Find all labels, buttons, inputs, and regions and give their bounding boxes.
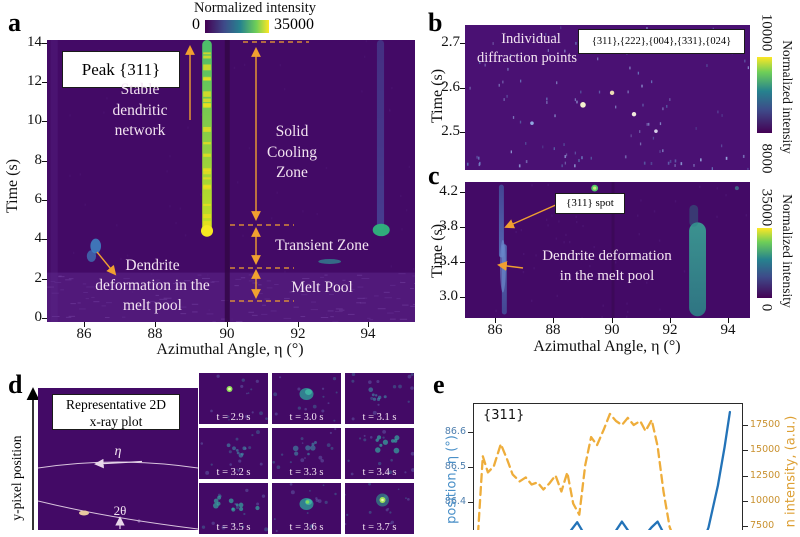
dendrite-line1: Dendrite (75, 256, 230, 276)
tile-time-label: t = 3.7 s (345, 522, 414, 533)
tile-time-label: t = 3.6 s (272, 522, 341, 533)
colorbar-a (205, 20, 269, 33)
xray-tile: t = 3.7 s (345, 483, 414, 534)
a-xtick: 86 (69, 326, 99, 343)
c-xtick: 88 (538, 322, 568, 339)
e-peak-label: {311} (483, 408, 524, 423)
e-right-tickmark (743, 526, 748, 527)
a-ytick: 10 (18, 112, 42, 129)
stable-line2: dendritic (80, 101, 200, 122)
panel-label-a: a (8, 10, 21, 36)
a-ytick: 6 (18, 191, 42, 208)
d-box-line2: x-ray plot (53, 413, 179, 430)
tile-time-label: t = 2.9 s (199, 412, 268, 423)
c-ann-line1: Dendrite deformation (517, 246, 697, 266)
panel-label-d: d (8, 372, 22, 398)
eta-symbol-label: η (107, 444, 129, 460)
solid-line1: Solid (242, 122, 342, 143)
a-ytick: 4 (18, 230, 42, 247)
xray-tile: t = 3.3 s (272, 428, 341, 479)
tile-time-label: t = 3.5 s (199, 522, 268, 533)
d-box-line1: Representative 2D (53, 396, 179, 413)
melt-pool-annotation: Melt Pool (277, 279, 367, 297)
e-right-tickmark (743, 450, 748, 451)
c-xtick: 92 (655, 322, 685, 339)
dendrite-deformation-annotation-c: Dendrite deformation in the melt pool (517, 246, 697, 286)
e-right-tickmark (743, 476, 748, 477)
individual-annotation-line2: diffraction points (467, 50, 587, 67)
individual-annotation-line1: Individual (481, 31, 581, 48)
colorbar-b (757, 57, 772, 133)
a-ytick: 0 (18, 309, 42, 326)
representative-2d-box: Representative 2D x-ray plot (52, 394, 180, 430)
colorbar-c (757, 228, 772, 298)
b-ytick: 2.5 (432, 123, 460, 140)
b-ytick: 2.7 (432, 34, 460, 51)
two-theta-label: 2θ (105, 503, 135, 519)
dendrite-line2: deformation in the (75, 276, 230, 296)
panel-c-ylabel: Time (s) (429, 201, 447, 301)
a-xtick: 94 (353, 326, 383, 343)
dendrite-deformation-annotation-a: Dendrite deformation in the melt pool (75, 256, 230, 316)
e-left-axis-label: position, η (°) (445, 425, 460, 535)
panel-a-ylabel: Time (s) (4, 136, 22, 236)
c-ytick: 3.4 (430, 253, 458, 270)
tile-time-label: t = 3.4 s (345, 467, 414, 478)
c-ann-line2: in the melt pool (517, 266, 697, 286)
colorbar-a-title: Normalized intensity (175, 0, 335, 17)
colorbar-b-title: Normalized intensity (779, 32, 795, 162)
solid-line3: Zone (242, 163, 342, 184)
b-ytick: 2.6 (432, 79, 460, 96)
e-right-tickmark (743, 425, 748, 426)
panel-label-e: e (433, 372, 445, 398)
dendrite-line3: melt pool (75, 296, 230, 316)
panel-label-b: b (428, 10, 442, 36)
colorbar-b-max: 10000 (758, 10, 775, 56)
a-ytick: 12 (18, 73, 42, 90)
spot-311-box: {311} spot (555, 193, 625, 214)
tile-time-label: t = 3.1 s (345, 412, 414, 423)
c-ytick: 4.2 (430, 183, 458, 200)
xray-tile: t = 3.6 s (272, 483, 341, 534)
colorbar-a-max: 35000 (274, 16, 334, 34)
c-xtick: 86 (480, 322, 510, 339)
tile-time-label: t = 3.3 s (272, 467, 341, 478)
peak-list-box: {311},{222},{004},{331},{024} (578, 29, 745, 54)
xray-tile: t = 3.0 s (272, 373, 341, 424)
colorbar-a-min: 0 (178, 16, 200, 34)
c-xtick: 90 (597, 322, 627, 339)
xray-tile: t = 3.4 s (345, 428, 414, 479)
colorbar-c-max: 35000 (758, 185, 775, 231)
c-xlabel: Azimuthal Angle, η (°) (507, 338, 707, 356)
tile-time-label: t = 3.2 s (199, 467, 268, 478)
e-right-axis-label: n intensity, (a.u.) (784, 407, 799, 537)
xray-tile: t = 3.2 s (199, 428, 268, 479)
c-ytick: 3.0 (430, 288, 458, 305)
stable-line1: Stable (80, 80, 200, 101)
xray-tile: t = 3.1 s (345, 373, 414, 424)
a-ytick: 14 (18, 34, 42, 51)
solid-cooling-annotation: Solid Cooling Zone (242, 122, 342, 184)
stable-line3: network (80, 121, 200, 142)
e-right-tickmark (743, 501, 748, 502)
colorbar-b-min: 8000 (758, 139, 775, 179)
transient-zone-annotation: Transient Zone (252, 237, 392, 255)
tile-time-label: t = 3.0 s (272, 412, 341, 423)
colorbar-c-title: Normalized intensity (779, 186, 795, 316)
colorbar-c-min: 0 (758, 298, 775, 318)
a-xlabel: Azimuthal Angle, η (°) (130, 341, 330, 359)
c-xtick: 94 (713, 322, 743, 339)
solid-line2: Cooling (242, 143, 342, 164)
a-ytick: 8 (18, 152, 42, 169)
xray-tile: t = 2.9 s (199, 373, 268, 424)
xray-tile: t = 3.5 s (199, 483, 268, 534)
c-ytick: 3.8 (430, 218, 458, 235)
a-ytick: 2 (18, 270, 42, 287)
panel-d-ylabel: y-pixel position (9, 423, 25, 533)
stable-dendritic-annotation: Stable dendritic network (80, 80, 200, 142)
